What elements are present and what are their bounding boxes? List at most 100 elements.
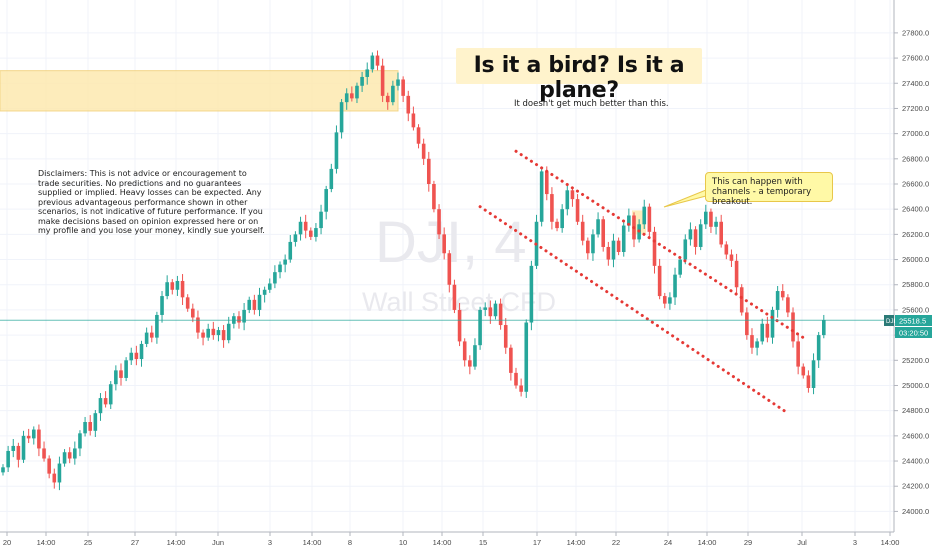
candle-body: [503, 325, 508, 348]
candle-body: [226, 323, 231, 341]
x-tick-label: 3: [853, 538, 857, 547]
candle-body: [591, 234, 595, 254]
time-axis[interactable]: 20 14:00 25 27 14:00 Jun 3 14:00 8 10 14:00 15 17 14:…: [3, 532, 900, 547]
candle-body: [483, 307, 488, 310]
y-tick-label: 27200.0: [902, 104, 929, 113]
countdown-value: 03:20:50: [899, 329, 928, 338]
x-tick-label: 14:00: [881, 538, 900, 547]
candle-body: [385, 95, 390, 103]
candle-body: [652, 231, 657, 266]
y-tick-label: 25000.0: [902, 381, 929, 390]
x-tick-label: 14:00: [433, 538, 452, 547]
candle-body: [262, 289, 267, 295]
y-tick-label: 24000.0: [902, 507, 929, 516]
candle-body: [796, 341, 800, 367]
candle-body: [734, 260, 739, 288]
candle-body: [31, 429, 36, 439]
candle-body: [760, 323, 765, 342]
candle-body: [550, 194, 554, 222]
candle-body: [252, 299, 257, 310]
candle-body: [309, 230, 313, 237]
candle-body: [329, 168, 334, 190]
y-tick-label: 24200.0: [902, 482, 929, 491]
price-axis[interactable]: 27800.0 27600.0 27400.0 27200.0 27000.0 26800…: [894, 28, 929, 516]
candle-body: [165, 282, 169, 297]
candle-body: [683, 239, 688, 260]
y-tick-label: 26400.0: [902, 205, 929, 214]
candle-body: [344, 93, 349, 103]
candle-body: [457, 309, 462, 342]
candle-body: [657, 265, 662, 297]
y-tick-label: 25800.0: [902, 280, 929, 289]
candle-body: [175, 280, 180, 290]
candle-body: [293, 234, 298, 242]
candle-body: [606, 246, 611, 260]
candle-body: [519, 385, 523, 392]
chart-subtitle: It doesn't get much better than this.: [514, 99, 669, 109]
candle-body: [314, 228, 318, 237]
candle-body: [806, 375, 811, 388]
candle-body: [247, 299, 252, 310]
x-tick-label: 27: [131, 538, 139, 547]
y-tick-label: 26200.0: [902, 230, 929, 239]
candle-body: [780, 291, 785, 298]
candle-body: [103, 398, 108, 405]
x-tick-label: 14:00: [37, 538, 56, 547]
x-tick-label: 15: [479, 538, 487, 547]
candle-body: [442, 234, 446, 254]
candle-body: [493, 303, 498, 317]
last-price-value: 25518.5: [899, 317, 926, 326]
candle-body: [42, 448, 46, 459]
candle-body: [565, 190, 570, 210]
x-tick-label: 17: [533, 538, 541, 547]
candle-body: [267, 283, 272, 290]
x-tick-label: 14:00: [167, 538, 186, 547]
y-tick-label: 24600.0: [902, 431, 929, 440]
candle-body: [688, 229, 693, 240]
candle-body: [206, 328, 210, 338]
x-tick-label: 25: [84, 538, 92, 547]
candle-body: [129, 352, 134, 361]
y-tick-label: 26800.0: [902, 154, 929, 163]
candle-body: [191, 308, 195, 318]
candle-body: [88, 422, 93, 431]
candle-body: [791, 312, 795, 342]
candle-body: [816, 335, 821, 361]
y-tick-label: 27600.0: [902, 54, 929, 63]
x-tick-label: 14:00: [567, 538, 586, 547]
y-tick-label: 27400.0: [902, 79, 929, 88]
candle-body: [509, 347, 513, 373]
candle-body: [611, 240, 616, 260]
candle-body: [822, 320, 826, 336]
candle-body: [616, 240, 621, 252]
candle-body: [237, 316, 241, 323]
candle-body: [319, 211, 323, 229]
disclaimer-text: Disclaimers: This is not advice or encou…: [38, 169, 265, 235]
candle-body: [380, 65, 385, 96]
callout-note: This can happen with channels - a tempor…: [705, 172, 833, 207]
candle-body: [149, 332, 154, 338]
x-tick-label: 22: [612, 538, 620, 547]
candle-body: [668, 297, 672, 304]
candle-body: [216, 330, 221, 336]
x-tick-label: 29: [744, 538, 752, 547]
x-tick-label: 8: [348, 538, 352, 547]
candle-body: [21, 435, 26, 460]
candle-body: [529, 265, 534, 323]
candle-body: [421, 143, 426, 159]
channel-lower-line: [478, 205, 790, 415]
candle-body: [488, 307, 493, 317]
y-tick-label: 27800.0: [902, 28, 929, 37]
candle-body: [1, 467, 5, 473]
candle-body: [437, 209, 441, 235]
candles[interactable]: [1, 50, 826, 491]
candle-body: [468, 360, 472, 367]
candle-body: [298, 221, 303, 235]
candle-body: [580, 221, 585, 241]
candle-body: [627, 215, 631, 226]
x-tick-label: 3: [268, 538, 272, 547]
candle-body: [78, 433, 82, 449]
candle-body: [401, 79, 405, 96]
candle-body: [160, 296, 164, 315]
